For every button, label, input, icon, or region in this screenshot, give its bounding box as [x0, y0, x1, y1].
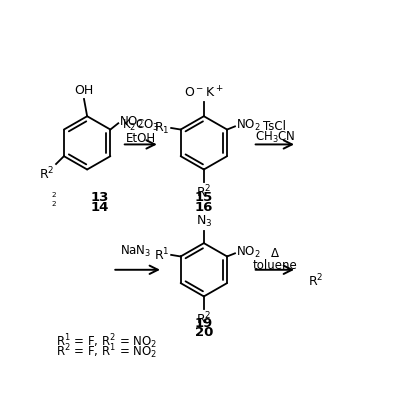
Text: R$^2$: R$^2$ — [196, 184, 212, 200]
Text: R$^2$ = F, R$^1$ = NO$_2$: R$^2$ = F, R$^1$ = NO$_2$ — [56, 342, 157, 361]
Text: CH$_3$CN: CH$_3$CN — [254, 130, 295, 145]
Text: R$^2$: R$^2$ — [39, 166, 55, 182]
Text: 15: 15 — [195, 191, 213, 204]
Text: NaN$_3$: NaN$_3$ — [120, 244, 152, 259]
Text: $_2$: $_2$ — [51, 190, 57, 200]
Text: 19: 19 — [195, 317, 213, 330]
Text: $_2$: $_2$ — [51, 199, 57, 209]
Text: R$^1$ = F, R$^2$ = NO$_2$: R$^1$ = F, R$^2$ = NO$_2$ — [56, 333, 157, 351]
Text: EtOH: EtOH — [126, 132, 156, 145]
Text: 16: 16 — [195, 201, 213, 214]
Text: NO$_2$: NO$_2$ — [236, 118, 260, 133]
Text: 20: 20 — [195, 326, 213, 339]
Text: R$^1$: R$^1$ — [154, 247, 170, 263]
Text: $\Delta$: $\Delta$ — [270, 247, 280, 260]
Text: K$_2$CO$_3$: K$_2$CO$_3$ — [122, 118, 160, 133]
Text: 14: 14 — [91, 201, 109, 214]
Text: O$^-$K$^+$: O$^-$K$^+$ — [184, 85, 223, 101]
Text: TsCl: TsCl — [263, 120, 287, 133]
Text: R$_1$: R$_1$ — [154, 120, 170, 136]
Text: NO$_2$: NO$_2$ — [119, 115, 144, 130]
Text: OH: OH — [74, 84, 94, 97]
Text: toluene: toluene — [252, 259, 297, 272]
Text: 13: 13 — [91, 191, 109, 204]
Text: N$_3$: N$_3$ — [196, 214, 212, 229]
Text: NO$_2$: NO$_2$ — [236, 245, 260, 260]
Text: R$^2$: R$^2$ — [308, 273, 324, 290]
Text: R$^2$: R$^2$ — [196, 311, 212, 327]
